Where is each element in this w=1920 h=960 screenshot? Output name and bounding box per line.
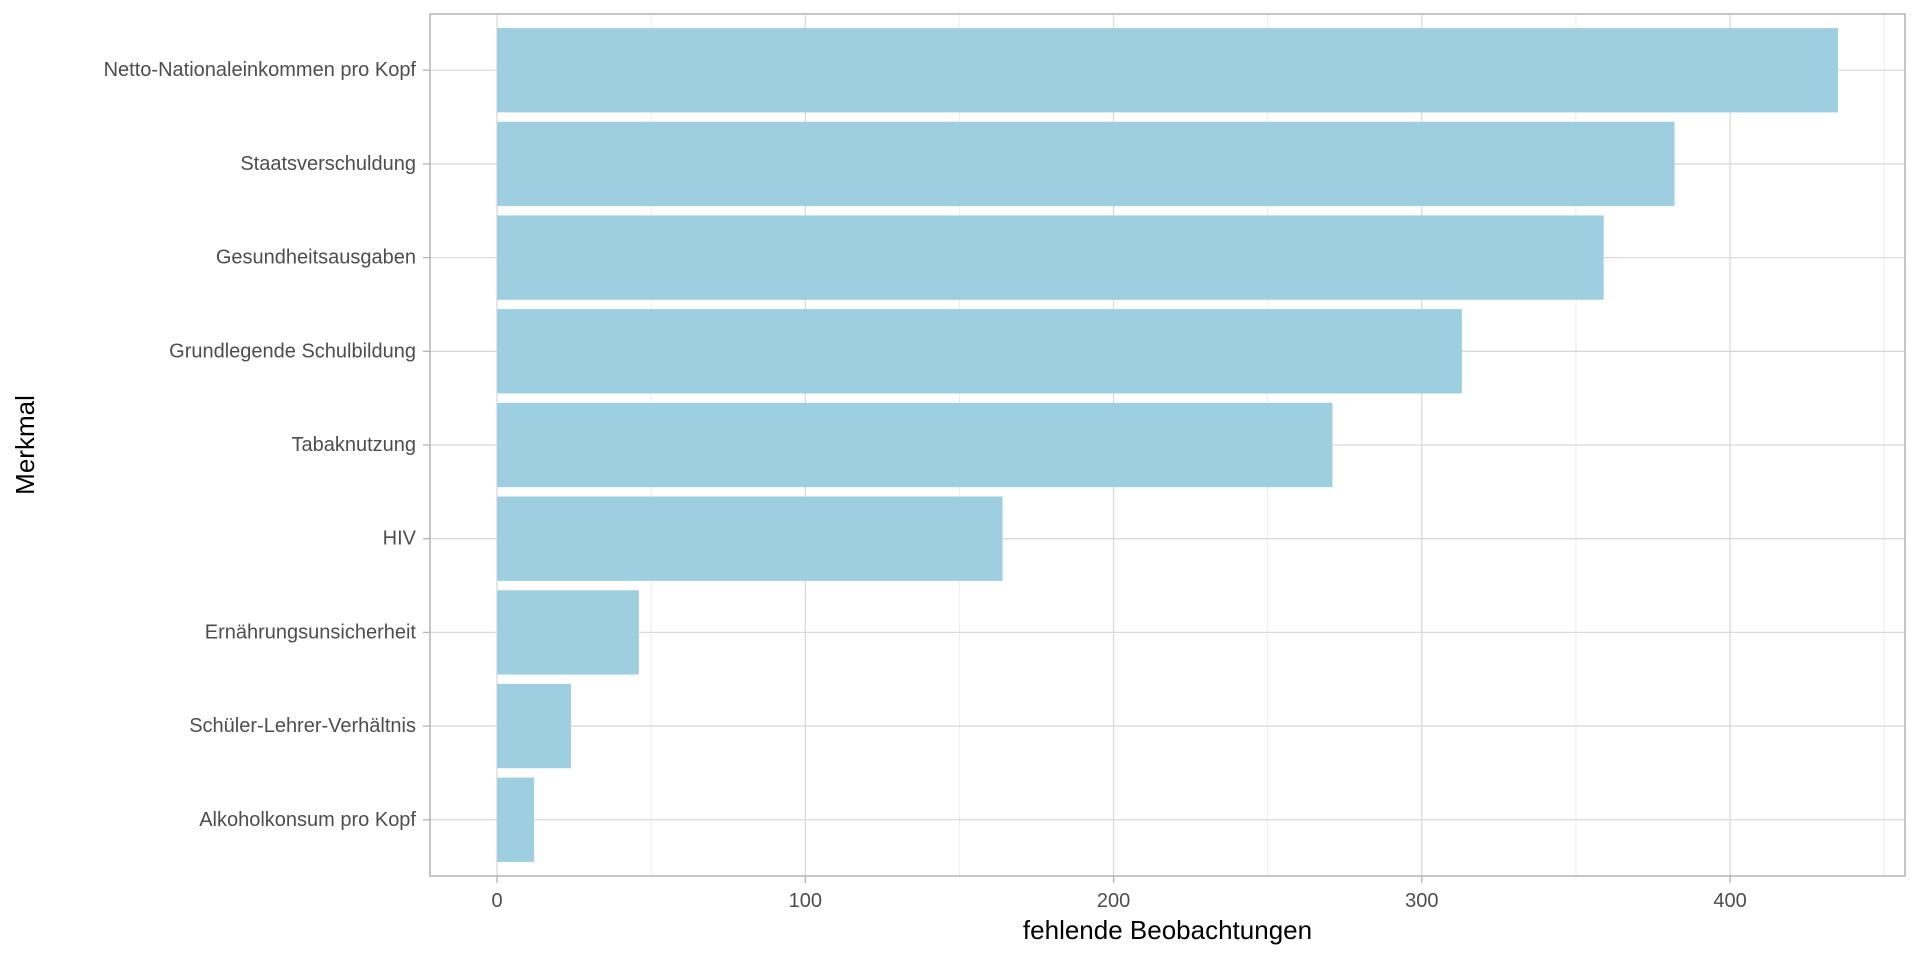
y-tick-label: Staatsverschuldung (240, 153, 416, 175)
bar (497, 590, 639, 675)
bar (497, 402, 1333, 488)
bar (497, 496, 1003, 581)
x-tick-label: 200 (1097, 890, 1130, 912)
y-tick-label: Gesundheitsausgaben (216, 247, 416, 269)
y-axis-title: Merkmal (10, 395, 40, 495)
bar (497, 28, 1838, 113)
x-tick-label: 400 (1713, 890, 1746, 912)
bar (497, 309, 1462, 394)
bar (497, 121, 1675, 207)
y-tick-label: Ernährungsunsicherheit (205, 621, 417, 643)
bar (497, 215, 1604, 300)
y-tick-label: HIV (383, 528, 417, 550)
y-tick-label: Alkoholkonsum pro Kopf (199, 809, 416, 831)
bar (497, 683, 572, 769)
bar (497, 777, 535, 862)
bars (497, 28, 1838, 862)
axes: 0 100 200 300 400 Netto-Nationaleinkommen pro… (104, 59, 1747, 912)
x-tick-label: 0 (491, 890, 502, 912)
x-tick-label: 100 (789, 890, 822, 912)
y-tick-label: Grundlegende Schulbildung (169, 340, 416, 362)
y-tick-label: Tabaknutzung (291, 434, 416, 456)
y-tick-label: Netto-Nationaleinkommen pro Kopf (104, 59, 417, 81)
x-axis-title: fehlende Beobachtungen (1023, 915, 1312, 945)
x-tick-label: 300 (1405, 890, 1438, 912)
y-tick-label: Schüler-Lehrer-Verhältnis (189, 715, 416, 737)
